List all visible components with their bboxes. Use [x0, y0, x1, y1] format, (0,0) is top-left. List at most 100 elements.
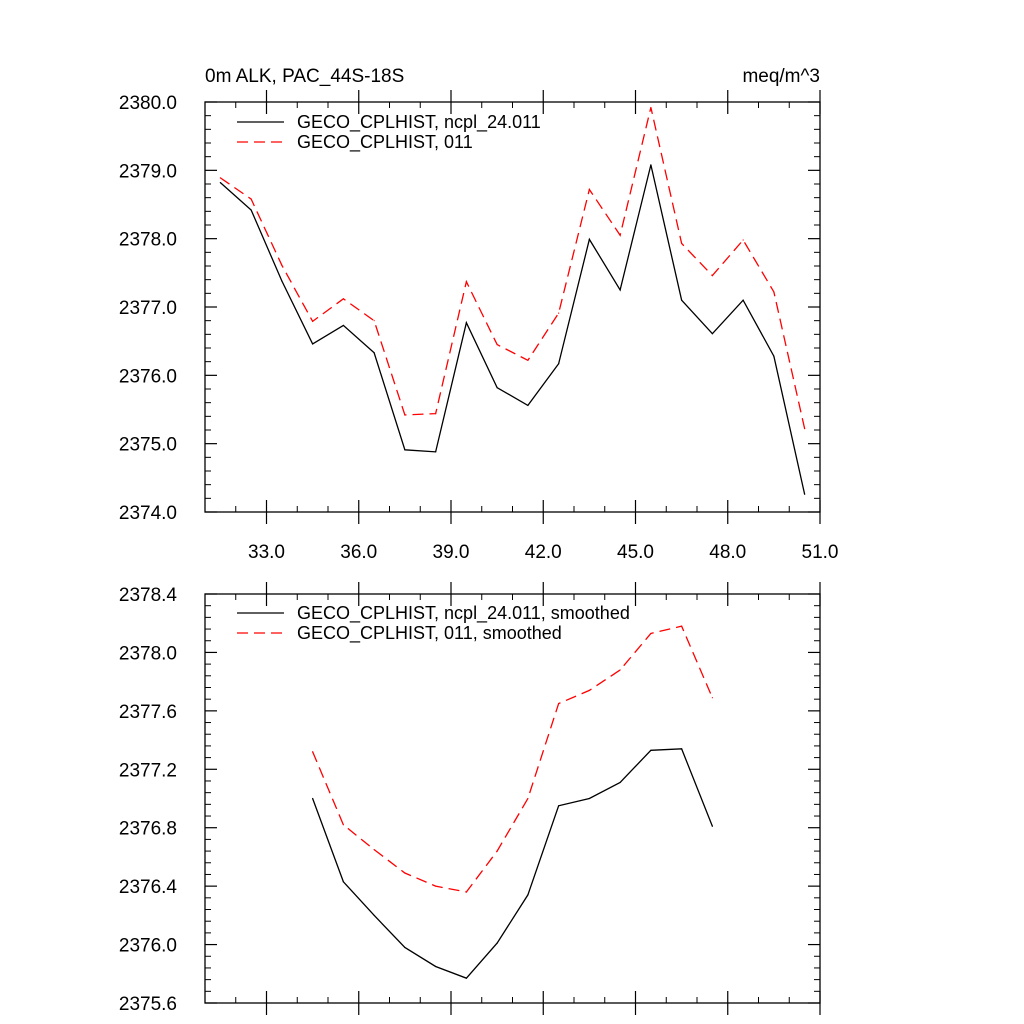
data-point — [373, 914, 375, 916]
data-point — [650, 749, 652, 751]
data-point — [404, 872, 406, 874]
legend-label-2: GECO_CPLHIST, 011, smoothed — [297, 623, 562, 644]
series-points-2 — [219, 106, 806, 430]
data-point — [435, 413, 437, 415]
data-point — [804, 493, 806, 495]
data-point — [711, 333, 713, 335]
chart-title-left: 0m ALK, PAC_44S-18S — [205, 66, 404, 87]
data-point — [312, 343, 314, 345]
data-point — [588, 797, 590, 800]
y-tick-label: 2375.6 — [119, 994, 177, 1015]
data-point — [373, 849, 375, 851]
data-point — [342, 881, 344, 883]
x-tick-label: 33.0 — [248, 542, 285, 563]
data-point — [496, 850, 498, 852]
y-tick-label: 2376.4 — [119, 877, 178, 898]
data-point — [711, 697, 713, 699]
y-tick-label: 2378.4 — [119, 585, 178, 606]
series-points-1 — [219, 164, 806, 495]
data-point — [342, 324, 344, 327]
data-point — [527, 797, 529, 800]
data-point — [681, 625, 683, 627]
x-tick-label: 45.0 — [617, 542, 654, 563]
series-line-1 — [219, 164, 806, 495]
x-tick-label: 36.0 — [340, 542, 377, 563]
legend-label-2: GECO_CPLHIST, 011 — [297, 132, 473, 153]
data-point — [650, 164, 652, 166]
data-point — [527, 359, 529, 361]
data-point — [435, 451, 437, 453]
data-point — [373, 320, 375, 322]
data-point — [373, 352, 375, 354]
data-point — [496, 942, 498, 944]
x-tick-label: 39.0 — [433, 542, 470, 563]
data-point — [650, 632, 652, 635]
data-point — [342, 824, 344, 826]
y-tick-label: 2376.0 — [119, 366, 177, 387]
data-point — [281, 280, 283, 282]
data-point — [742, 239, 744, 241]
data-point — [681, 299, 683, 301]
series-line-2 — [312, 625, 713, 893]
data-point — [711, 274, 713, 277]
data-point — [527, 404, 529, 406]
data-point — [465, 891, 467, 893]
legend-label-1: GECO_CPLHIST, ncpl_24.011, smoothed — [297, 603, 630, 624]
y-tick-label: 2376.8 — [119, 819, 177, 840]
data-point — [773, 291, 775, 293]
data-point — [588, 188, 590, 191]
data-point — [588, 689, 590, 692]
data-point — [650, 106, 652, 109]
y-tick-label: 2380.0 — [119, 93, 177, 114]
data-point — [527, 894, 529, 896]
y-tick-label: 2374.0 — [119, 503, 177, 524]
y-tick-label: 2377.2 — [119, 760, 177, 781]
y-tick-label: 2376.0 — [119, 936, 177, 957]
x-tick-label: 48.0 — [709, 542, 746, 563]
data-point — [465, 977, 467, 979]
y-tick-label: 2378.0 — [119, 643, 177, 664]
data-point — [435, 885, 437, 887]
series-line-1 — [312, 748, 713, 979]
data-point — [619, 781, 621, 784]
data-point — [250, 209, 252, 211]
data-point — [619, 234, 621, 236]
data-point — [742, 299, 744, 301]
data-point — [281, 264, 283, 266]
data-point — [404, 449, 406, 451]
data-point — [558, 805, 560, 807]
data-point — [404, 946, 406, 949]
data-point — [219, 182, 221, 184]
data-point — [558, 312, 560, 314]
data-point — [342, 298, 344, 300]
data-point — [619, 669, 621, 671]
data-point — [558, 363, 560, 365]
plot-frame — [204, 101, 821, 513]
y-tick-label: 2378.0 — [119, 230, 177, 251]
series-points-1 — [312, 748, 713, 979]
data-point — [773, 355, 775, 357]
chart-title-units: meq/m^3 — [742, 66, 820, 87]
legend-label-1: GECO_CPLHIST, ncpl_24.011 — [297, 112, 541, 133]
data-point — [435, 965, 437, 968]
data-point — [312, 797, 314, 800]
data-point — [250, 198, 252, 200]
bottom-panel: 2375.6 2376.0 2376.4 2376.8 2377.2 2377.6 2378… — [119, 582, 821, 1015]
y-tick-label: 2377.0 — [119, 298, 177, 319]
data-point — [312, 751, 314, 753]
top-panel: 0m ALK, PAC_44S-18S meq/m^3 2374.0 2375.0… — [119, 66, 839, 563]
data-point — [312, 320, 314, 322]
y-tick-label: 2379.0 — [119, 161, 177, 182]
data-point — [465, 281, 467, 283]
x-tick-label: 51.0 — [802, 542, 839, 563]
data-point — [558, 702, 560, 705]
series-points-2 — [312, 625, 713, 893]
plot-frame — [204, 593, 821, 1004]
series-line-2 — [220, 107, 806, 429]
data-point — [804, 428, 806, 430]
data-point — [588, 238, 590, 240]
data-point — [711, 825, 713, 827]
data-point — [465, 322, 467, 324]
data-point — [619, 289, 621, 291]
